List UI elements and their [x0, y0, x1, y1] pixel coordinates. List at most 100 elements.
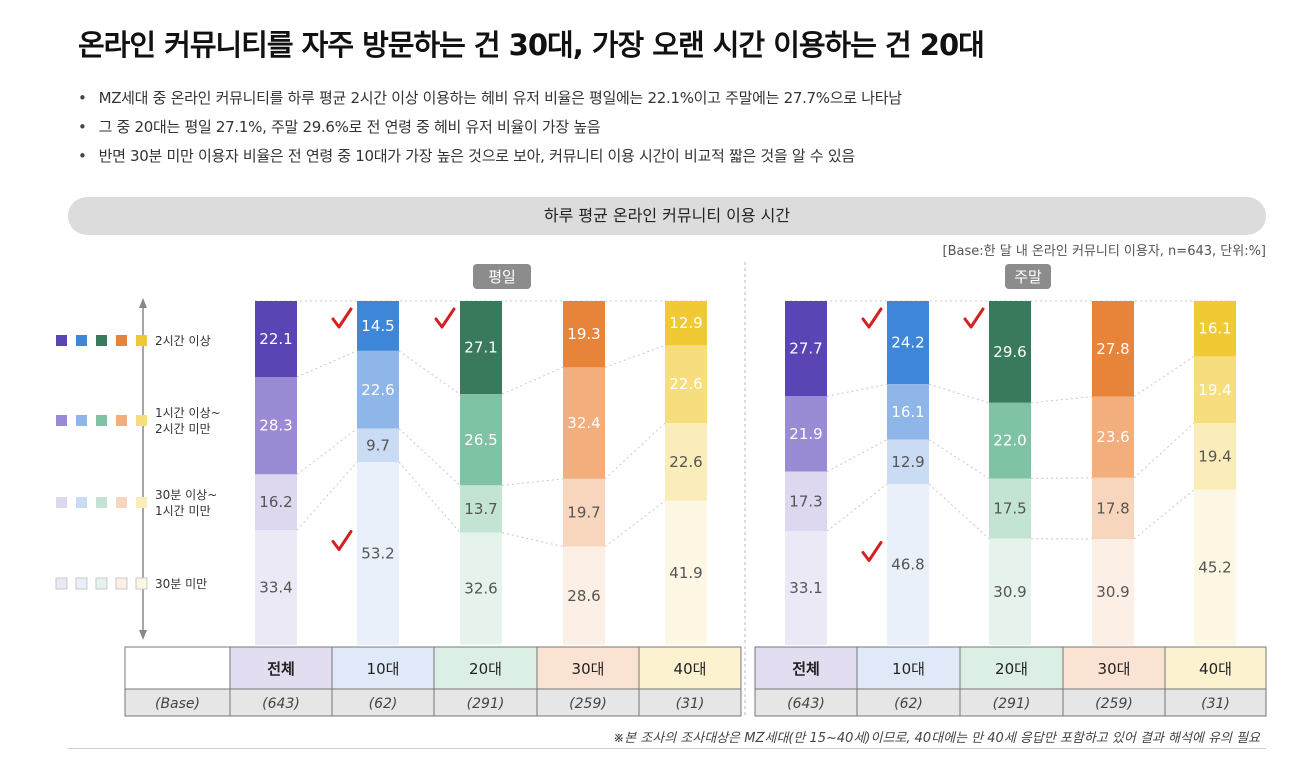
base-count: (62) — [894, 696, 923, 712]
bar-segment — [563, 546, 605, 645]
connector-line — [604, 500, 666, 548]
bar-value-label: 33.1 — [789, 579, 822, 597]
bar-value-label: 22.6 — [669, 453, 702, 471]
base-count-cell — [331, 688, 435, 717]
base-count-cell — [1062, 688, 1166, 717]
connector-line — [398, 428, 461, 486]
bar-value-label: 32.4 — [567, 414, 600, 432]
base-count: (291) — [993, 696, 1031, 712]
bar-value-label: 17.3 — [789, 492, 822, 510]
bar-segment — [989, 402, 1031, 479]
connector-line — [928, 383, 990, 404]
legend-swatch — [56, 415, 67, 426]
category-label: 40대 — [1199, 660, 1232, 678]
legend-swatch — [76, 415, 87, 426]
footnote: ※본 조사의 조사대상은 MZ세대(만 15~40세)이므로, 40대에는 만 … — [613, 731, 1260, 746]
panel-label-bg — [1005, 264, 1051, 289]
bar-value-label: 21.9 — [789, 425, 822, 443]
base-count-cell — [856, 688, 961, 717]
base-count: (62) — [369, 696, 398, 712]
legend-swatch — [76, 335, 87, 346]
legend-swatch — [55, 577, 68, 590]
legend-swatch — [76, 497, 87, 508]
category-header-cell — [1164, 646, 1267, 690]
category-header-cell — [1062, 646, 1166, 690]
category-header-cell — [754, 646, 858, 690]
legend-swatch — [116, 335, 127, 346]
check-mark-icon — [963, 307, 985, 329]
bar-value-label: 24.2 — [891, 334, 924, 352]
bar-segment — [989, 478, 1031, 539]
chart-banner: 하루 평균 온라인 커뮤니티 이용 시간 — [68, 197, 1266, 235]
bar-value-label: 27.1 — [464, 339, 497, 357]
legend-swatch — [75, 577, 88, 590]
base-label-cell — [124, 688, 231, 717]
bar-segment — [255, 377, 297, 475]
legend-label-line: 30분 미만 — [155, 577, 207, 591]
bar-segment — [563, 301, 605, 368]
connector-line — [501, 366, 564, 395]
bar-value-label: 46.8 — [891, 556, 924, 574]
bar-value-label: 22.1 — [259, 330, 292, 348]
bar-segment — [563, 478, 605, 547]
base-count: (31) — [676, 696, 705, 712]
bar-value-label: 53.2 — [361, 544, 394, 562]
bar-value-label: 12.9 — [891, 453, 924, 471]
category-label: 전체 — [267, 660, 295, 678]
legend-label-line: 30분 이상~ — [155, 488, 217, 502]
bar-segment — [887, 301, 929, 385]
connector-line — [1133, 422, 1195, 479]
category-label: 20대 — [995, 660, 1028, 678]
bar-value-label: 30.9 — [993, 583, 1026, 601]
legend-swatch — [96, 497, 107, 508]
bar-value-label: 22.6 — [361, 381, 394, 399]
base-count: (291) — [467, 696, 505, 712]
legend-axis-arrow-down — [139, 630, 147, 640]
legend-label: 1시간 이상~ 2시간 미만 — [155, 406, 221, 436]
bar-segment — [989, 538, 1031, 645]
category-label: 30대 — [1098, 660, 1131, 678]
bullet-item: 그 중 20대는 평일 27.1%, 주말 29.6%로 전 연령 중 헤비 유… — [78, 113, 902, 142]
bar-value-label: 33.4 — [259, 579, 292, 597]
bar-segment — [1194, 423, 1236, 490]
bar-segment — [357, 350, 399, 429]
connector-line — [501, 478, 564, 486]
connector-line — [501, 532, 564, 548]
legend-label-line: 1시간 이상~ — [155, 406, 221, 420]
base-count-cell — [638, 688, 742, 717]
connector-line — [296, 461, 358, 531]
bar-value-label: 19.7 — [567, 504, 600, 522]
connector-line — [826, 439, 888, 473]
connector-line — [1030, 477, 1093, 480]
connector-line — [1133, 489, 1195, 540]
bar-segment — [665, 423, 707, 501]
bar-value-label: 23.6 — [1096, 428, 1129, 446]
bullet-item: 반면 30분 미만 이용자 비율은 전 연령 중 10대가 가장 높은 것으로 … — [78, 142, 902, 171]
legend-swatch — [56, 335, 67, 346]
legend-label: 2시간 이상 — [155, 334, 211, 348]
bar-segment — [785, 471, 827, 532]
connector-line — [1030, 396, 1093, 404]
base-count: (643) — [262, 696, 300, 712]
bar-value-label: 27.7 — [789, 340, 822, 358]
bar-value-label: 16.1 — [891, 403, 924, 421]
legend-swatch — [136, 415, 147, 426]
base-note: [Base:한 달 내 온라인 커뮤니티 이용자, n=643, 단위:%] — [942, 244, 1266, 259]
legend-swatch — [96, 335, 107, 346]
bar-value-label: 30.9 — [1096, 583, 1129, 601]
bar-segment — [785, 301, 827, 397]
connector-line — [296, 350, 358, 378]
bar-segment — [255, 530, 297, 645]
category-label: 10대 — [892, 660, 925, 678]
category-label: 40대 — [674, 660, 707, 678]
legend-label-line: 2시간 이상 — [155, 334, 211, 348]
category-label: 30대 — [572, 660, 605, 678]
legend-swatch — [95, 577, 108, 590]
connector-line — [604, 422, 666, 480]
category-header-cell — [638, 646, 742, 690]
base-count: (31) — [1201, 696, 1230, 712]
category-header-cell — [331, 646, 435, 690]
bar-value-label: 16.1 — [1198, 320, 1231, 338]
base-count-cell — [754, 688, 858, 717]
base-count-cell — [536, 688, 640, 717]
